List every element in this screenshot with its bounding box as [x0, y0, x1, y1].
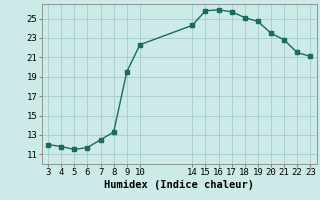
X-axis label: Humidex (Indice chaleur): Humidex (Indice chaleur) — [104, 180, 254, 190]
